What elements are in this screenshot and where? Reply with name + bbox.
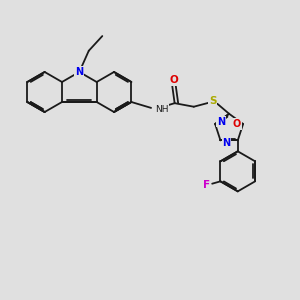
Text: O: O xyxy=(232,119,241,129)
Text: O: O xyxy=(169,75,178,85)
Text: S: S xyxy=(209,96,217,106)
Text: N: N xyxy=(75,67,83,77)
Text: N: N xyxy=(222,138,230,148)
Text: N: N xyxy=(217,117,225,127)
Text: NH: NH xyxy=(155,105,168,114)
Text: F: F xyxy=(203,181,210,190)
